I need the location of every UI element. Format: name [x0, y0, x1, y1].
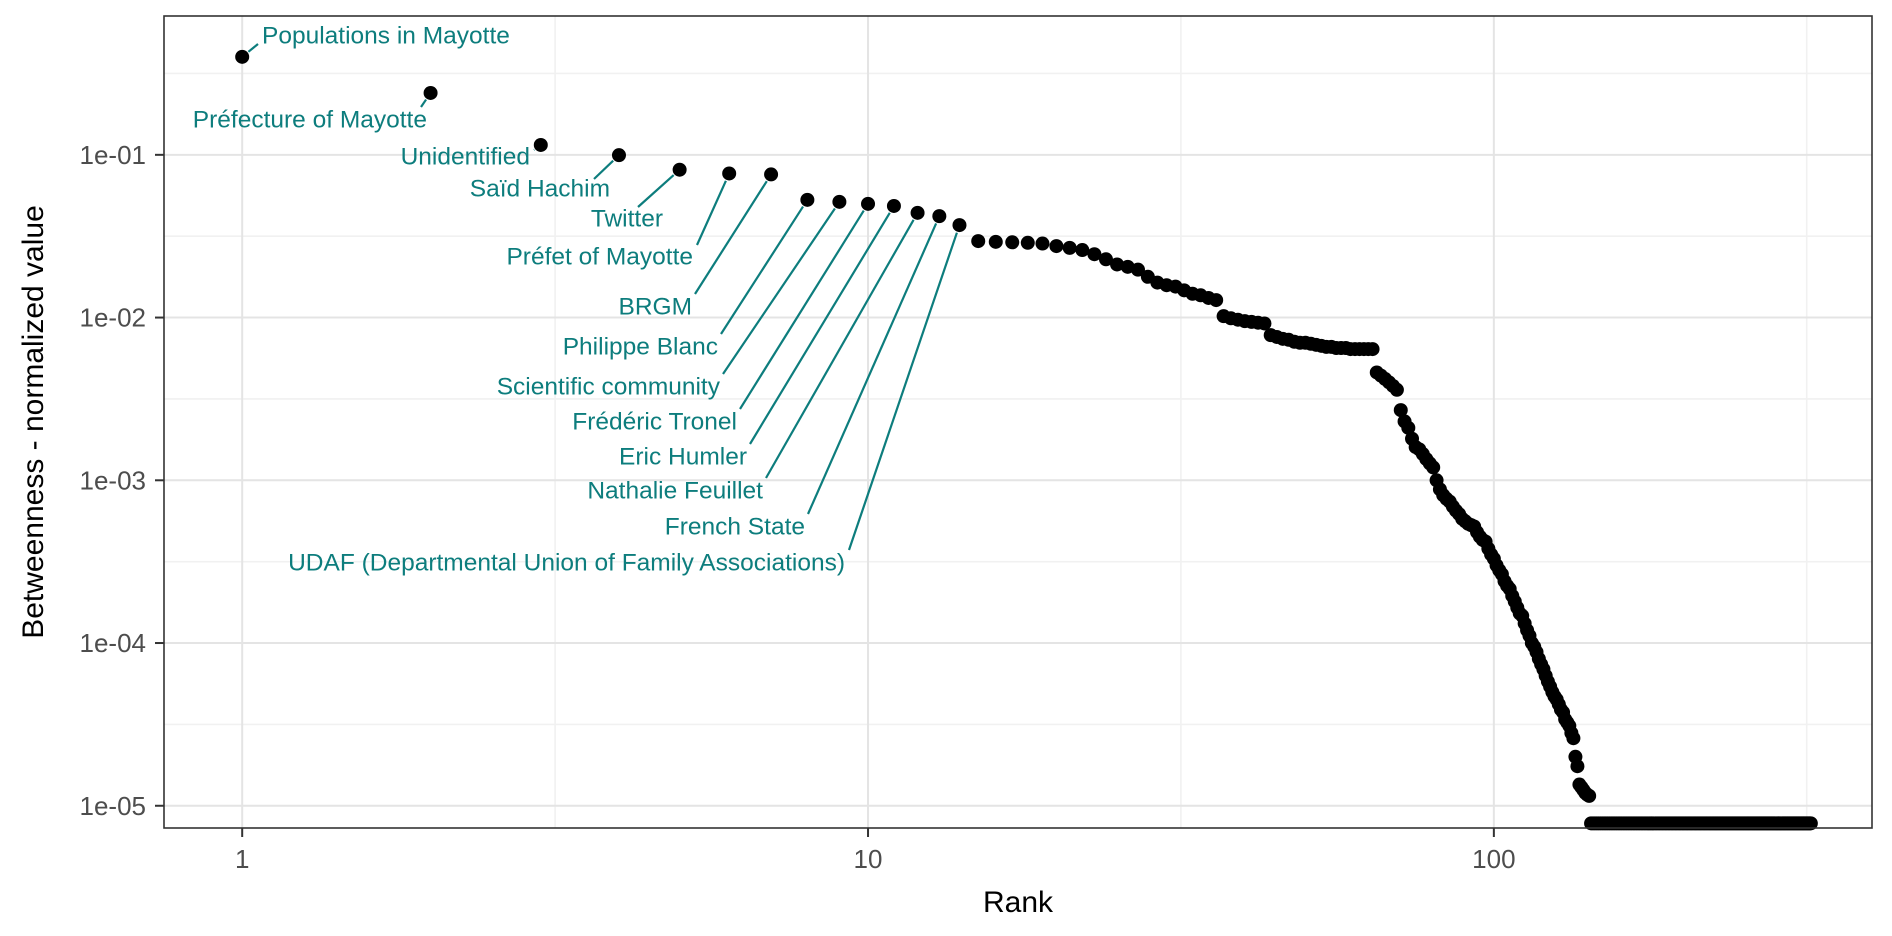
data-point [1087, 247, 1102, 262]
data-point-floor [1803, 816, 1818, 831]
point-labels: Populations in Mayotte Préfecture of Mayo… [193, 23, 958, 577]
y-tick-label: 1e-04 [80, 628, 147, 658]
leader-line [593, 159, 614, 180]
point-label: Frédéric Tronel [572, 409, 737, 436]
point-label: Populations in Mayotte [262, 23, 510, 50]
data-point [1257, 316, 1272, 331]
point-label: Eric Humler [619, 444, 747, 471]
data-point [672, 162, 687, 177]
point-label: Nathalie Feuillet [587, 478, 763, 505]
leader-line [694, 180, 768, 295]
leader-line [847, 232, 958, 551]
data-point [533, 137, 548, 152]
point-label: Saïd Hachim [470, 176, 610, 203]
x-tick-label: 100 [1472, 844, 1515, 874]
data-point [611, 148, 626, 163]
data-point [861, 196, 876, 211]
data-point [1401, 420, 1416, 435]
x-axis-title: Rank [982, 886, 1054, 919]
panel-border [163, 15, 1873, 829]
data-point [1393, 403, 1408, 418]
data-point [971, 234, 986, 249]
point-label: French State [665, 514, 805, 541]
y-tick-label: 1e-05 [80, 791, 147, 821]
data-point [1075, 243, 1090, 258]
data-point [832, 194, 847, 209]
leader-line [739, 210, 865, 410]
leader-line [765, 219, 915, 479]
data-point [764, 167, 779, 182]
point-label: Préfet of Mayotte [506, 244, 693, 271]
minor-gridlines [164, 16, 1872, 828]
data-point [423, 85, 438, 100]
data-point [1426, 460, 1441, 475]
data-point [800, 192, 815, 207]
point-label: UDAF (Departmental Union of Family Assoc… [288, 550, 845, 577]
point-label: Philippe Blanc [563, 334, 718, 361]
data-point [1098, 252, 1113, 267]
data-point [235, 49, 250, 64]
leader-line [420, 98, 427, 108]
y-tick-label: 1e-02 [80, 303, 147, 333]
data-point [1566, 731, 1581, 746]
leader-line [720, 205, 804, 335]
data-point [1582, 788, 1597, 803]
x-tick-label: 1 [235, 844, 249, 874]
data-point [722, 166, 737, 181]
axes: 1 10 100 1e-01 1e-02 1e-03 1e-04 1e-05 [80, 140, 1516, 874]
data-point [1110, 257, 1125, 272]
data-point [1570, 759, 1585, 774]
data-point [952, 218, 967, 233]
x-tick-label: 10 [854, 844, 883, 874]
leader-line [749, 212, 891, 445]
leader-line [247, 43, 259, 53]
y-axis-title: Betweenness - normalized value [17, 205, 50, 639]
data-point [886, 198, 901, 213]
data-point [988, 234, 1003, 249]
y-tick-label: 1e-01 [80, 140, 147, 170]
data-point [932, 209, 947, 224]
leader-line [637, 174, 675, 208]
leader-line [806, 223, 938, 515]
point-label: Twitter [591, 206, 663, 233]
data-point [1005, 235, 1020, 250]
leader-line [722, 207, 836, 375]
leader-line [695, 180, 727, 246]
y-tick-label: 1e-03 [80, 465, 147, 495]
data-point [1062, 240, 1077, 255]
data-point [1049, 239, 1064, 254]
data-point [1209, 293, 1224, 308]
data-point [1365, 342, 1380, 357]
data-point [1020, 235, 1035, 250]
data-point [1130, 262, 1145, 277]
data-points [235, 49, 1818, 831]
panel-background [164, 16, 1872, 828]
point-label: Préfecture of Mayotte [193, 107, 427, 134]
point-label: Scientific community [497, 374, 721, 401]
point-label: Unidentified [401, 144, 530, 171]
data-point [1389, 382, 1404, 397]
point-label: BRGM [619, 294, 693, 321]
data-point [910, 205, 925, 220]
major-gridlines [164, 16, 1872, 828]
data-point [1035, 236, 1050, 251]
